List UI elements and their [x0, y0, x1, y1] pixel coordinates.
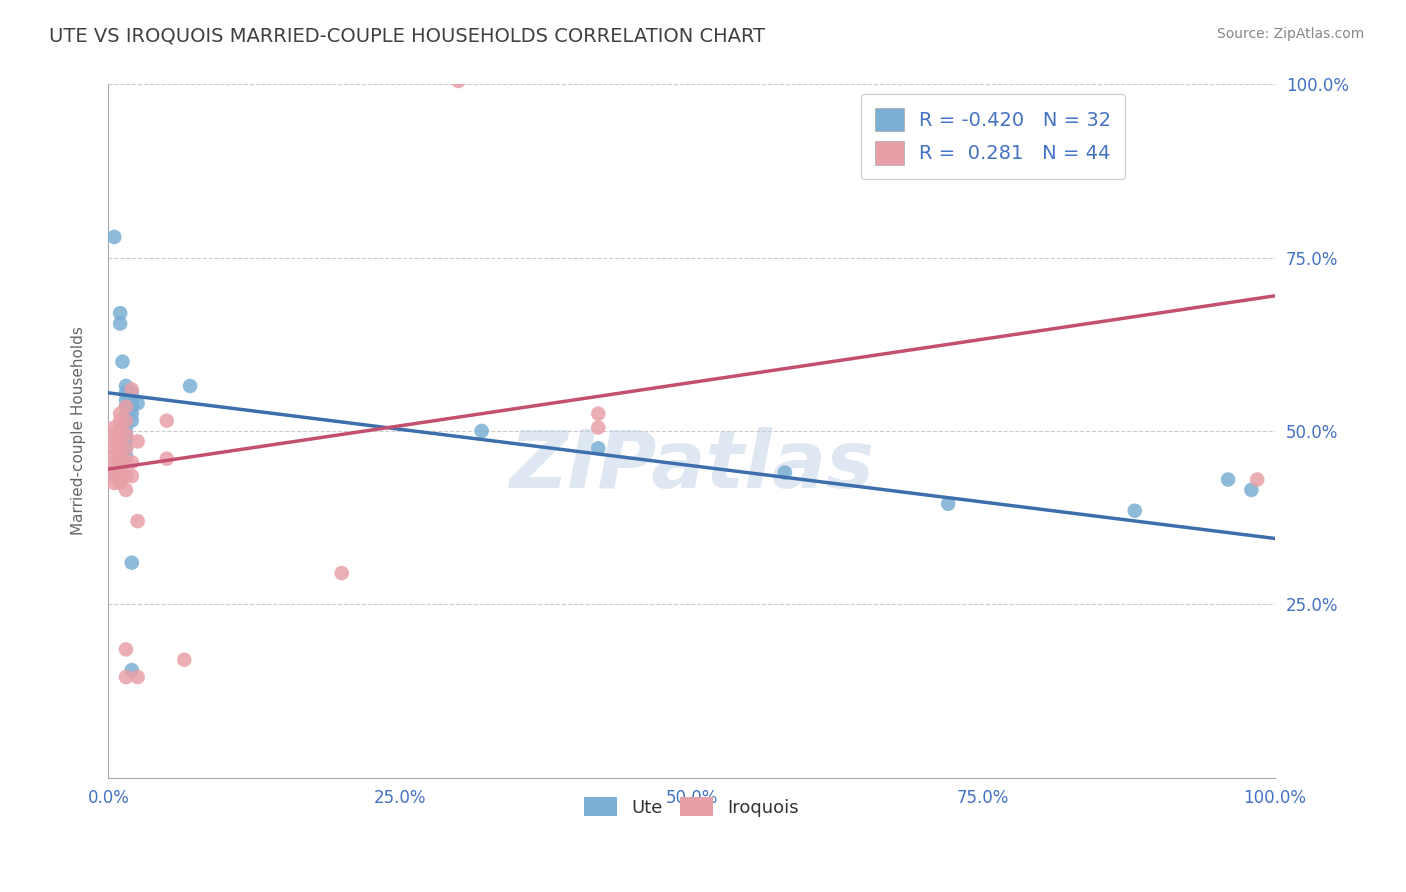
Point: [115, 434, 138, 449]
Point: [103, 469, 125, 483]
Point: [127, 434, 149, 449]
Point: [103, 434, 125, 449]
Point: [115, 442, 138, 456]
Point: [115, 414, 138, 428]
Point: [588, 407, 610, 421]
Point: [103, 455, 125, 469]
Point: [103, 475, 125, 490]
Point: [115, 448, 138, 462]
Point: [103, 420, 125, 434]
Point: [103, 462, 125, 476]
Point: [103, 230, 125, 244]
Point: [103, 442, 125, 456]
Point: [121, 407, 143, 421]
Point: [588, 442, 610, 456]
Point: [121, 385, 143, 400]
Point: [115, 379, 138, 393]
Point: [103, 427, 125, 442]
Point: [121, 392, 143, 407]
Point: [1123, 504, 1146, 518]
Point: [108, 306, 131, 320]
Point: [121, 556, 143, 570]
Point: [115, 400, 138, 414]
Point: [156, 451, 179, 466]
Text: ZIPatlas: ZIPatlas: [509, 426, 875, 505]
Point: [115, 420, 138, 434]
Point: [115, 442, 138, 456]
Point: [108, 469, 131, 483]
Point: [115, 427, 138, 442]
Point: [108, 414, 131, 428]
Point: [156, 414, 179, 428]
Point: [108, 427, 131, 442]
Point: [115, 483, 138, 497]
Point: [115, 385, 138, 400]
Point: [115, 400, 138, 414]
Point: [115, 469, 138, 483]
Point: [115, 414, 138, 428]
Point: [447, 74, 470, 88]
Point: [103, 466, 125, 480]
Point: [115, 407, 138, 421]
Point: [115, 455, 138, 469]
Legend: Ute, Iroquois: Ute, Iroquois: [576, 790, 806, 824]
Point: [103, 448, 125, 462]
Point: [173, 653, 195, 667]
Point: [330, 566, 353, 580]
Point: [108, 448, 131, 462]
Text: Source: ZipAtlas.com: Source: ZipAtlas.com: [1216, 27, 1364, 41]
Text: UTE VS IROQUOIS MARRIED-COUPLE HOUSEHOLDS CORRELATION CHART: UTE VS IROQUOIS MARRIED-COUPLE HOUSEHOLD…: [49, 27, 765, 45]
Point: [121, 383, 143, 397]
Point: [121, 400, 143, 414]
Point: [471, 424, 494, 438]
Point: [108, 420, 131, 434]
Y-axis label: Married-couple Households: Married-couple Households: [72, 326, 86, 535]
Point: [1240, 483, 1263, 497]
Point: [179, 379, 201, 393]
Point: [1270, 74, 1292, 88]
Point: [108, 434, 131, 449]
Point: [121, 663, 143, 677]
Point: [773, 466, 796, 480]
Point: [588, 420, 610, 434]
Point: [127, 670, 149, 684]
Point: [1216, 473, 1239, 487]
Point: [108, 455, 131, 469]
Point: [936, 497, 959, 511]
Point: [121, 469, 143, 483]
Point: [111, 354, 134, 368]
Point: [108, 407, 131, 421]
Point: [108, 462, 131, 476]
Point: [127, 514, 149, 528]
Point: [108, 442, 131, 456]
Point: [115, 392, 138, 407]
Point: [121, 455, 143, 469]
Point: [121, 414, 143, 428]
Point: [115, 670, 138, 684]
Point: [108, 317, 131, 331]
Point: [108, 475, 131, 490]
Point: [1246, 473, 1268, 487]
Point: [127, 396, 149, 410]
Point: [115, 642, 138, 657]
Point: [115, 427, 138, 442]
